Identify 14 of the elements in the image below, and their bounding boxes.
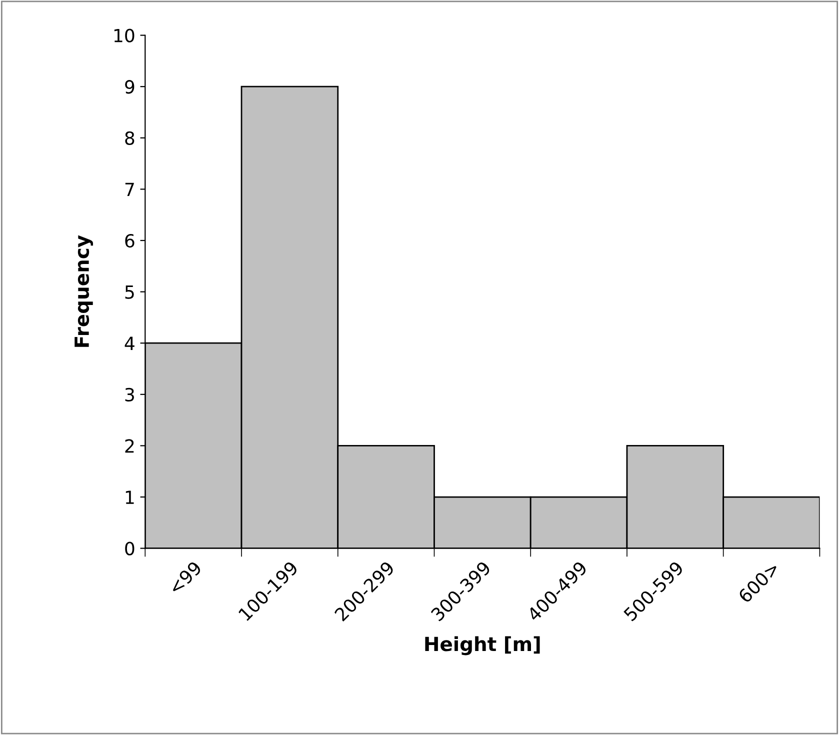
x-tick-label: <99 [168, 560, 202, 595]
x-axis-title: Height [m] [425, 636, 540, 656]
y-tick-label: 8 [125, 131, 134, 145]
y-axis-title: Frequency [74, 235, 94, 347]
y-tick-label: 4 [124, 336, 134, 350]
y-tick-label: 0 [125, 542, 134, 556]
y-tick-label: 10 [114, 28, 134, 42]
y-tick-label: 9 [125, 80, 134, 94]
y-tick-label: 3 [125, 388, 134, 402]
y-tick-label: 7 [125, 182, 134, 196]
y-tick-label: 6 [125, 234, 134, 248]
y-tick-label: 1 [126, 490, 134, 504]
y-tick-label: 2 [125, 439, 134, 453]
y-tick-label: 5 [125, 285, 134, 299]
